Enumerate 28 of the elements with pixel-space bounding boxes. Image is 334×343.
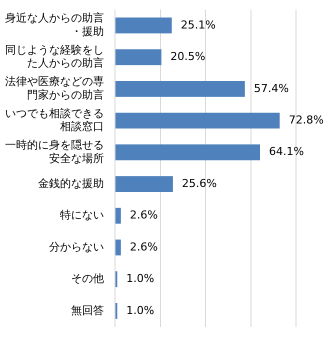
bar	[116, 176, 173, 192]
y-tick-label: その他	[71, 272, 104, 286]
data-label: 25.1%	[180, 18, 216, 32]
bar	[116, 18, 172, 34]
y-tick-label: 無回答	[71, 304, 104, 317]
bar	[116, 144, 260, 160]
y-tick-label: 特にない	[60, 208, 104, 222]
y-tick-label: 一時的に身を隠せる安全な場所	[5, 138, 104, 165]
data-label: 57.4%	[254, 82, 289, 95]
y-tick-label: 身近な人からの助言・援助	[5, 12, 104, 38]
y-tick-label: 金銭的な援助	[38, 176, 104, 190]
bar	[116, 112, 280, 129]
data-label: 1.0%	[126, 304, 154, 317]
data-label: 1.0%	[126, 272, 154, 286]
data-label: 2.6%	[130, 240, 158, 254]
data-label: 20.5%	[170, 50, 206, 64]
y-tick-label: 法律や医療などの専門家からの助言	[5, 75, 104, 102]
bar	[116, 80, 245, 97]
data-label: 2.6%	[130, 208, 158, 222]
data-label: 25.6%	[182, 176, 217, 190]
y-tick-label: 同じような経験をした人からの助言	[5, 43, 104, 70]
y-tick-label: 分からない	[49, 240, 104, 254]
y-tick-label: いつでも相談できる相談窓口	[5, 106, 104, 134]
bar	[116, 208, 121, 224]
data-label: 64.1%	[269, 145, 304, 158]
data-label: 72.8%	[288, 113, 324, 126]
bar	[116, 49, 162, 66]
bar	[116, 240, 121, 256]
